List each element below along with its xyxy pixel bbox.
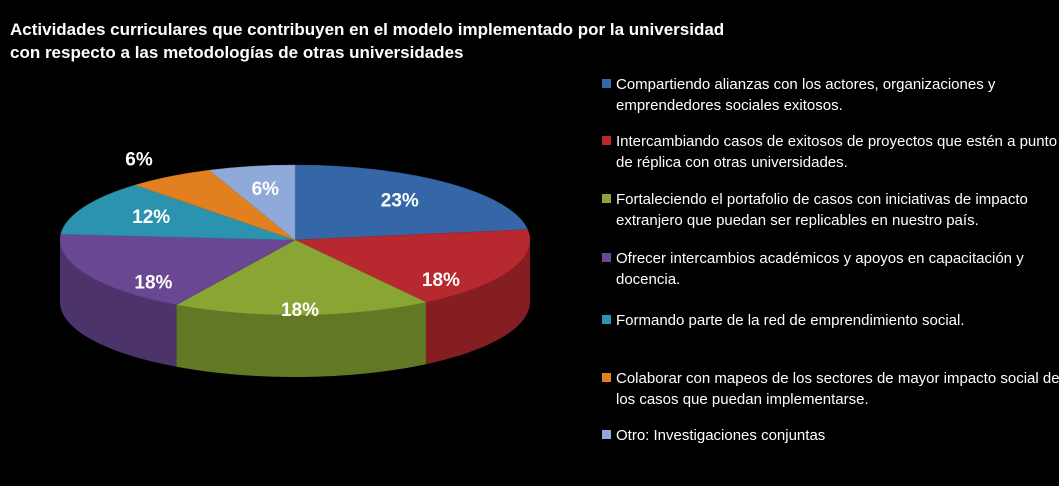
legend-label: Formando parte de la red de emprendimien…: [616, 312, 965, 329]
slice: [208, 164, 296, 241]
legend-label: Otro: Investigaciones conjuntas: [616, 427, 826, 444]
legend-label: Compartiendo alianzas con los actores, o…: [616, 76, 996, 114]
legend-label: Fortaleciendo el portafolio de casos con…: [616, 191, 1028, 229]
slice-side: [176, 302, 426, 377]
legend-swatch: [602, 430, 611, 439]
legend-swatch: [602, 373, 611, 382]
pie-area: 23% 18% 18% 18% 12% 6% 6%: [59, 150, 531, 377]
data-label: 18%: [281, 300, 319, 321]
legend-swatch: [602, 79, 611, 88]
data-label: 18%: [134, 273, 172, 294]
data-label: 12%: [132, 207, 170, 228]
legend-label: Colaborar con mapeos de los sectores de …: [616, 370, 1059, 408]
legend-item: Otro: Investigaciones conjuntas: [600, 425, 1059, 446]
data-label: 18%: [422, 270, 460, 291]
slice: [175, 239, 427, 316]
legend-item: Formando parte de la red de emprendimien…: [600, 310, 1059, 331]
legend-item: Compartiendo alianzas con los actores, o…: [600, 74, 1059, 116]
legend-item: Fortaleciendo el portafolio de casos con…: [600, 189, 1059, 231]
legend-swatch: [602, 136, 611, 145]
slice-side: [425, 240, 530, 365]
data-label: 6%: [252, 179, 280, 200]
slice: [294, 164, 529, 241]
legend-label: Ofrecer intercambios académicos y apoyos…: [616, 250, 1024, 288]
data-label: 6%: [125, 150, 153, 171]
legend-swatch: [602, 315, 611, 324]
slice: [60, 184, 296, 241]
legend-item: Ofrecer intercambios académicos y apoyos…: [600, 248, 1059, 290]
legend-item: Colaborar con mapeos de los sectores de …: [600, 368, 1059, 410]
slice: [294, 229, 531, 303]
legend-item: Intercambiando casos de exitosos de proy…: [600, 131, 1059, 173]
legend-label: Intercambiando casos de exitosos de proy…: [616, 133, 1058, 171]
data-label: 23%: [381, 191, 419, 212]
chart-title: Actividades curriculares que contribuyen…: [10, 20, 725, 62]
slice-side: [59, 240, 177, 367]
slice: [59, 233, 296, 306]
legend-swatch: [602, 253, 611, 262]
legend-swatch: [602, 194, 611, 203]
